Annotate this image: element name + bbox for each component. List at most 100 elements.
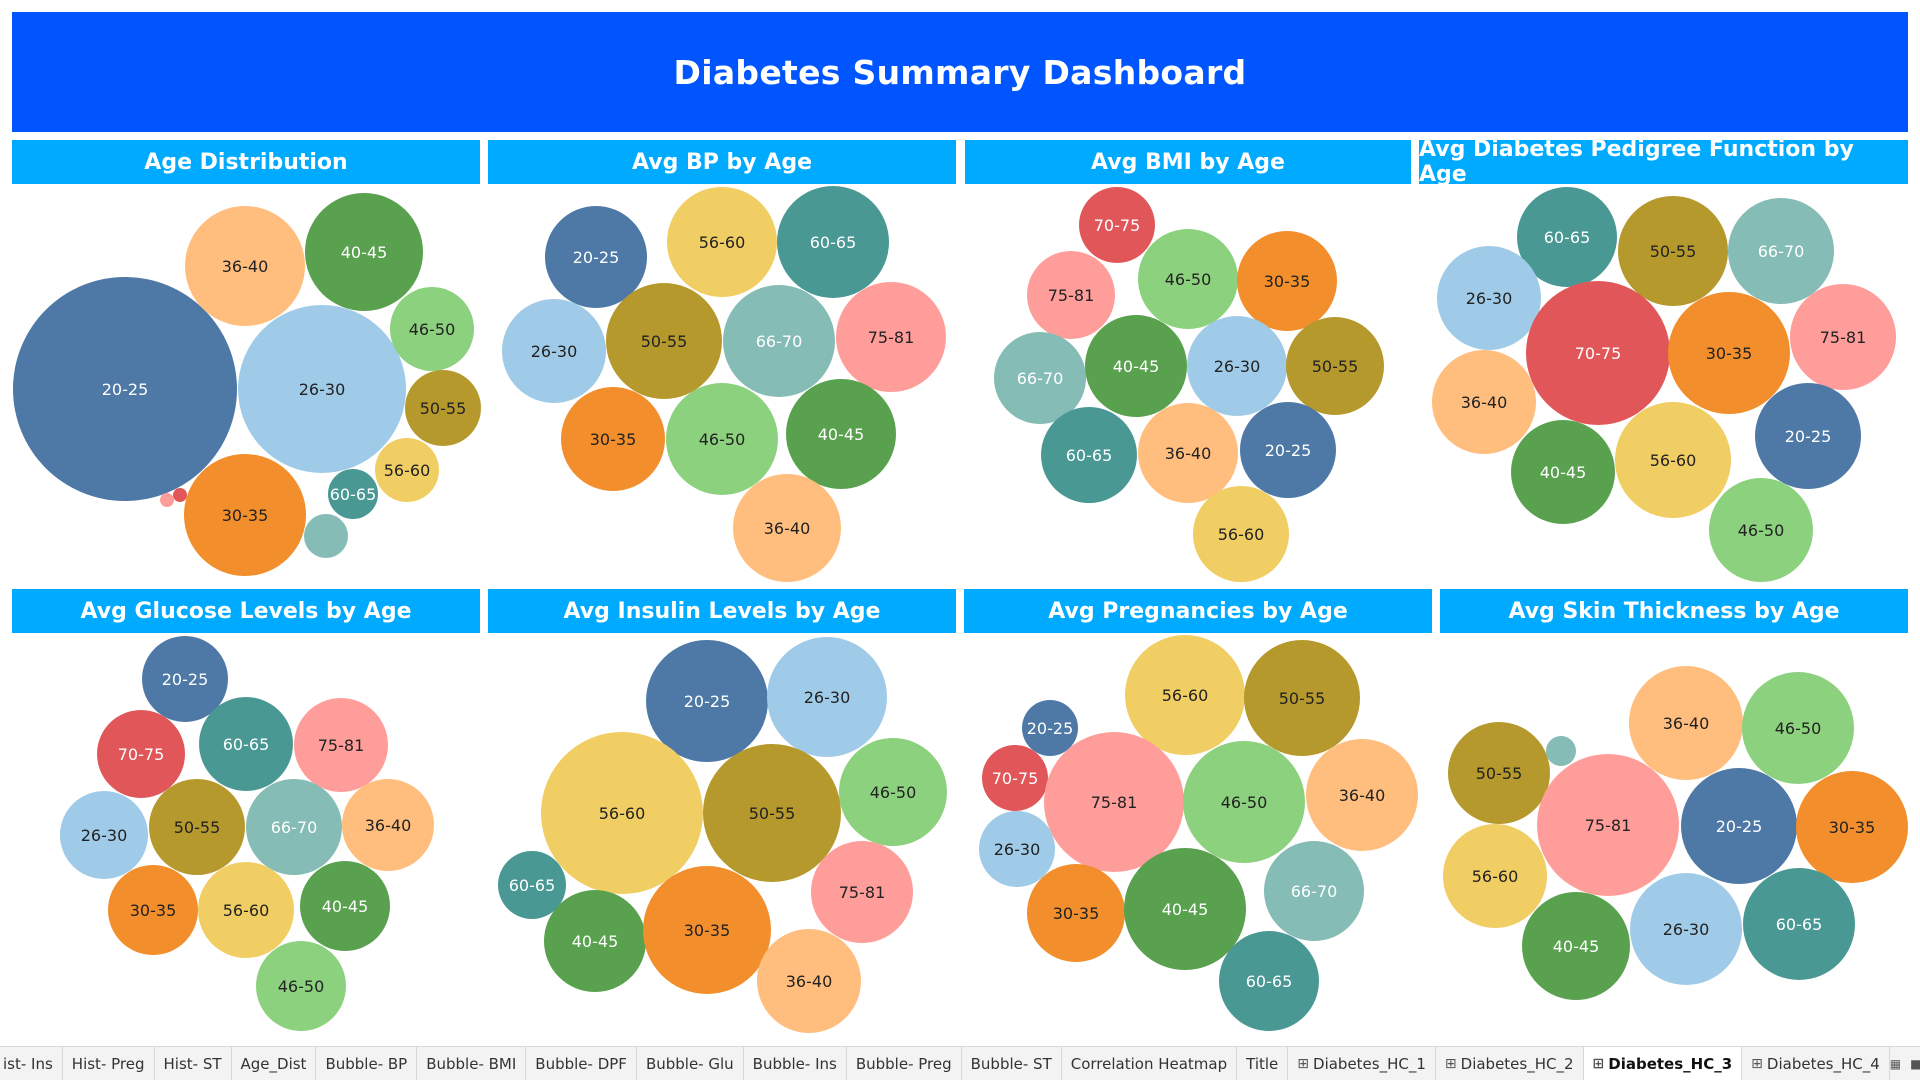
bubble-26-30[interactable] (1630, 873, 1742, 985)
bubble-60-65[interactable] (498, 851, 566, 919)
bubble-30-35[interactable] (561, 387, 665, 491)
bubble-75-81[interactable] (811, 841, 913, 943)
bubble-46-50[interactable] (1709, 478, 1813, 582)
bubble-26-30[interactable] (767, 637, 887, 757)
bubble-75-81[interactable] (1790, 284, 1896, 390)
bubble-75-81[interactable] (836, 282, 946, 392)
tab-bubble-dpf[interactable]: Bubble- DPF (526, 1047, 637, 1080)
tab-title[interactable]: Title (1237, 1047, 1289, 1080)
bubble-26-30[interactable] (238, 305, 406, 473)
bubble-30-35[interactable] (184, 454, 306, 576)
bubble-40-45[interactable] (544, 890, 646, 992)
bubble-30-35[interactable] (1027, 864, 1125, 962)
bubble-66-70[interactable] (994, 332, 1086, 424)
bubble-56-60[interactable] (198, 862, 294, 958)
bubble-75-81[interactable] (1027, 251, 1115, 339)
bubble-50-55[interactable] (1618, 196, 1728, 306)
bubble-60-65[interactable] (1517, 187, 1617, 287)
bubble-36-40[interactable] (1138, 403, 1238, 503)
bubble-50-55[interactable] (1448, 722, 1550, 824)
bubble-20-25[interactable] (1022, 700, 1078, 756)
bubble-26-30[interactable] (1437, 246, 1541, 350)
bubble-56-60[interactable] (1443, 824, 1547, 928)
bubble-20-25[interactable] (646, 640, 768, 762)
bubble-26-30[interactable] (1187, 316, 1287, 416)
tab-bubble-ins[interactable]: Bubble- Ins (743, 1047, 847, 1080)
bubble-50-55[interactable] (149, 779, 245, 875)
tab-bubble-bp[interactable]: Bubble- BP (316, 1047, 418, 1080)
bubble-50-55[interactable] (703, 744, 841, 882)
bubble-20-25[interactable] (13, 277, 237, 501)
bubble-56-60[interactable] (1193, 486, 1289, 582)
bubble-46-50[interactable] (839, 738, 947, 846)
bubble-60-65[interactable] (1041, 407, 1137, 503)
bubble-60-65[interactable] (199, 697, 293, 791)
bubble-40-45[interactable] (305, 193, 423, 311)
bubble-30-35[interactable] (1796, 771, 1908, 883)
bubble-40-45[interactable] (1522, 892, 1630, 1000)
tab-age-dist[interactable]: Age_Dist (231, 1047, 317, 1080)
bubble-46-50[interactable] (390, 287, 474, 371)
bubble-75-81[interactable] (1537, 754, 1679, 896)
bubble-46-50[interactable] (1183, 741, 1305, 863)
bubble-36-40[interactable] (1629, 666, 1743, 780)
bubble-20-25[interactable] (1240, 402, 1336, 498)
bubble-50-55[interactable] (1244, 640, 1360, 756)
bubble-40-45[interactable] (1511, 420, 1615, 524)
bubble-20-25[interactable] (142, 636, 228, 722)
bubble-60-65[interactable] (777, 186, 889, 298)
bubble-66-70[interactable] (304, 514, 348, 558)
bubble-46-50[interactable] (666, 383, 778, 495)
tab-bubble-bmi[interactable]: Bubble- BMI (417, 1047, 527, 1080)
bubble-30-35[interactable] (643, 866, 771, 994)
tab-hist-st[interactable]: Hist- ST (154, 1047, 232, 1080)
bubble-60-65[interactable] (1743, 868, 1855, 980)
bubble-70-75[interactable] (1079, 187, 1155, 263)
bubble-40-45[interactable] (1124, 848, 1246, 970)
bubble-66-70[interactable] (1728, 198, 1834, 304)
bubble-75-81[interactable] (160, 493, 174, 507)
bubble-56-60[interactable] (541, 732, 703, 894)
bubble-66-70[interactable] (1546, 736, 1576, 766)
bubble-36-40[interactable] (1432, 350, 1536, 454)
bubble-26-30[interactable] (979, 811, 1055, 887)
bubble-70-75[interactable] (173, 488, 187, 502)
bubble-70-75[interactable] (982, 745, 1048, 811)
bubble-36-40[interactable] (1306, 739, 1418, 851)
bubble-66-70[interactable] (723, 285, 835, 397)
bubble-20-25[interactable] (1681, 768, 1797, 884)
bubble-20-25[interactable] (545, 206, 647, 308)
bubble-70-75[interactable] (1526, 281, 1670, 425)
bubble-56-60[interactable] (375, 438, 439, 502)
tab-diabetes-hc-1[interactable]: ⊞ Diabetes_HC_1 (1288, 1047, 1436, 1080)
bubble-70-75[interactable] (97, 710, 185, 798)
bubble-56-60[interactable] (1615, 402, 1731, 518)
tab-bubble-glu[interactable]: Bubble- Glu (636, 1047, 744, 1080)
bubble-30-35[interactable] (108, 865, 198, 955)
tab-diabetes-hc-3[interactable]: ⊞ Diabetes_HC_3 (1583, 1047, 1743, 1080)
bubble-36-40[interactable] (185, 206, 305, 326)
tab-hist-preg[interactable]: Hist- Preg (62, 1047, 155, 1080)
bubble-50-55[interactable] (1286, 317, 1384, 415)
bubble-46-50[interactable] (256, 941, 346, 1031)
bubble-30-35[interactable] (1668, 292, 1790, 414)
bubble-40-45[interactable] (300, 861, 390, 951)
filmstrip-icon[interactable]: ■ (1910, 1056, 1920, 1071)
sheet-list-icon[interactable]: ▦ (1889, 1056, 1902, 1071)
bubble-46-50[interactable] (1742, 672, 1854, 784)
bubble-30-35[interactable] (1237, 231, 1337, 331)
tab-diabetes-hc-4[interactable]: ⊞ Diabetes_HC_4 (1742, 1047, 1890, 1080)
bubble-36-40[interactable] (733, 474, 841, 582)
bubble-26-30[interactable] (60, 791, 148, 879)
bubble-46-50[interactable] (1138, 229, 1238, 329)
bubble-75-81[interactable] (1044, 732, 1184, 872)
bubble-56-60[interactable] (1125, 635, 1245, 755)
bubble-60-65[interactable] (328, 469, 378, 519)
bubble-50-55[interactable] (606, 283, 722, 399)
bubble-66-70[interactable] (1264, 841, 1364, 941)
bubble-36-40[interactable] (342, 779, 434, 871)
tab-bubble-st[interactable]: Bubble- ST (961, 1047, 1062, 1080)
bubble-26-30[interactable] (502, 299, 606, 403)
bubble-20-25[interactable] (1755, 383, 1861, 489)
tab-bubble-preg[interactable]: Bubble- Preg (846, 1047, 962, 1080)
